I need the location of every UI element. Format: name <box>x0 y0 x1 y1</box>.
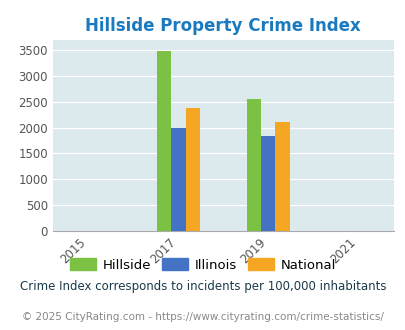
Bar <box>275 122 289 231</box>
Text: Crime Index corresponds to incidents per 100,000 inhabitants: Crime Index corresponds to incidents per… <box>20 280 385 293</box>
Text: © 2025 CityRating.com - https://www.cityrating.com/crime-statistics/: © 2025 CityRating.com - https://www.city… <box>22 312 383 322</box>
Bar <box>156 51 171 231</box>
Bar <box>260 136 275 231</box>
Title: Hillside Property Crime Index: Hillside Property Crime Index <box>85 17 360 35</box>
Bar <box>171 127 185 231</box>
Bar <box>246 99 260 231</box>
Bar <box>185 108 200 231</box>
Legend: Hillside, Illinois, National: Hillside, Illinois, National <box>64 252 341 277</box>
